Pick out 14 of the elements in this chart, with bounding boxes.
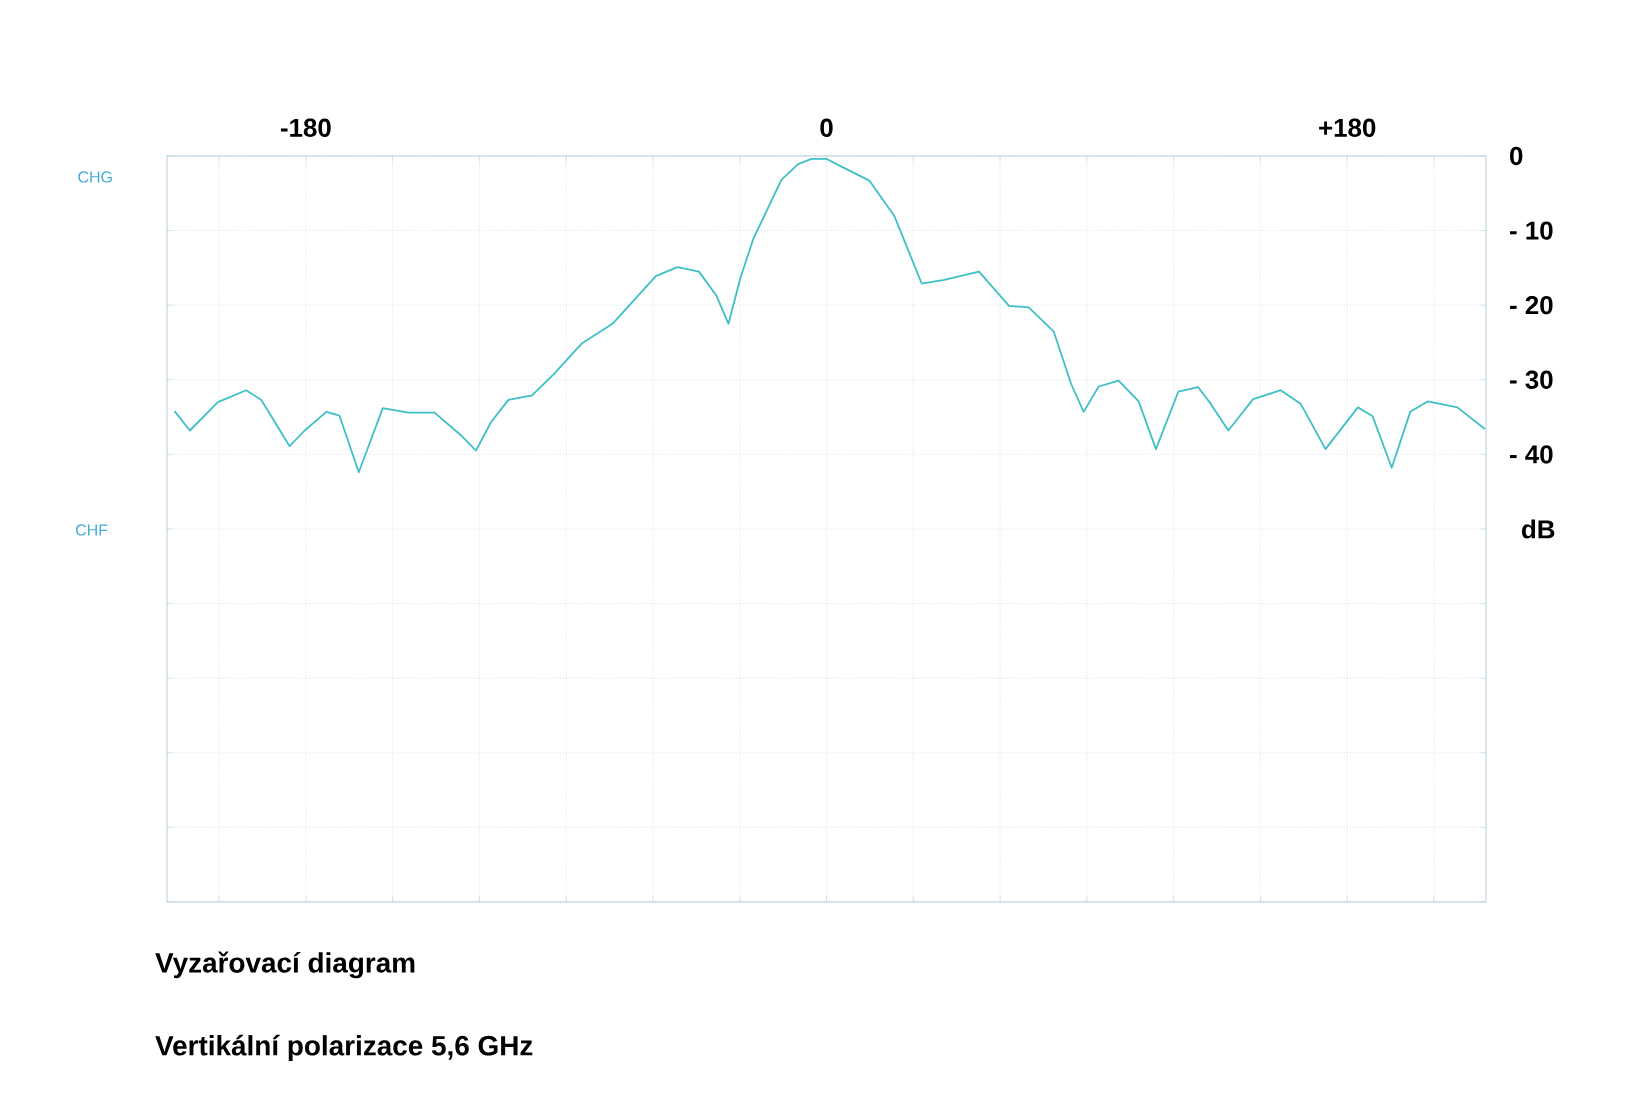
y-tick-label: 0 [1510, 146, 1523, 166]
x-tick-label: 0 [820, 118, 833, 137]
y-tick-label: - 30 [1510, 370, 1553, 389]
x-tick-label: +180 [1319, 118, 1376, 137]
line-series [173, 158, 1486, 474]
x-tick-label: -180 [280, 118, 331, 137]
y-tick-label: - 10 [1510, 221, 1553, 240]
text: CHG [78, 171, 112, 183]
text: CHF [76, 524, 108, 536]
text: Vertikální polarizace 5,6 GHz [155, 1034, 533, 1062]
y-axis-title: dB [1522, 519, 1555, 539]
y-tick-label: - 40 [1510, 445, 1553, 464]
text: Vyzařovací diagram [155, 951, 415, 979]
y-tick-label: - 20 [1510, 295, 1553, 315]
